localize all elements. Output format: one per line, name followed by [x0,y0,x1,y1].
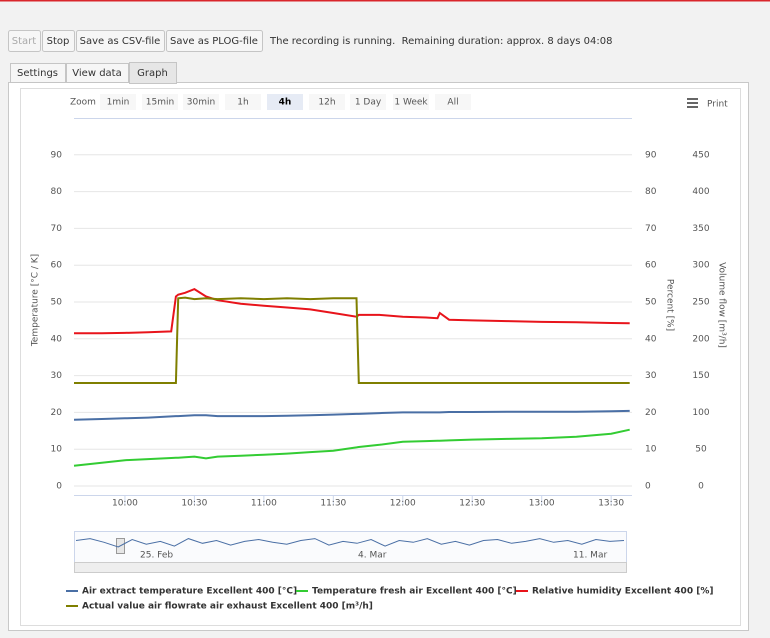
y-tick-label: 10 [51,445,63,455]
zoom-button[interactable] [183,94,219,110]
navigator-label: 4. Mar [358,551,387,561]
zoom-button-label[interactable]: 12h [318,98,335,108]
icon-bar [687,98,698,100]
y-tick-label: 20 [51,408,63,418]
y-tick-label: 60 [51,261,63,271]
legend-label[interactable]: Air extract temperature Excellent 400 [°… [82,587,297,597]
tab-label[interactable]: View data [72,68,121,79]
x-tick-label: 10:30 [181,499,207,509]
navigator-label: 11. Mar [573,551,607,561]
y3-tick-label: 250 [692,298,709,308]
tab-label[interactable]: Settings [17,68,58,79]
y2-tick-label: 70 [645,224,657,234]
button-label[interactable]: Start [12,36,37,47]
y-tick-label: 30 [51,371,63,381]
y2-tick-label: 10 [645,445,657,455]
y3-tick-label: 150 [692,371,709,381]
zoom-button[interactable] [142,94,178,110]
zoom-selected[interactable] [267,94,303,110]
y-tick-label: 90 [51,150,63,160]
zoom-label: Zoom [70,98,96,108]
icon-bar [687,102,698,104]
button[interactable] [76,30,165,52]
legend-label[interactable]: Actual value air flowrate air exhaust Ex… [82,602,373,612]
y3-tick-label: 200 [692,334,709,344]
zoom-button[interactable] [225,94,261,110]
y-tick-label: 0 [56,482,62,492]
zoom-button-label[interactable]: 15min [146,98,174,108]
series-line [73,409,630,421]
zoom-button[interactable] [350,94,386,110]
y-tick-label: 40 [51,334,63,344]
series-line [73,428,630,467]
zoom-button-label[interactable]: 1 Day [355,98,382,108]
x-tick-label: 13:30 [598,499,624,509]
status-text: The recording is running. Remaining dura… [269,36,613,47]
y3-tick-label: 300 [692,261,709,271]
y-tick-label: 50 [51,298,63,308]
zoom-button[interactable] [393,94,429,110]
scrollbar[interactable] [74,562,627,573]
navigator-label: 25. Feb [140,551,173,561]
print-label[interactable]: Print [707,100,728,110]
x-tick-label: 12:30 [459,499,485,509]
y-axis-title: Temperature [°C / K] [31,254,41,347]
button[interactable] [8,30,41,52]
y2-tick-label: 30 [645,371,657,381]
x-tick-label: 13:00 [529,499,555,509]
y-tick-label: 70 [51,224,63,234]
y3-axis-title: Volume flow [m³/h] [717,262,727,348]
button[interactable] [166,30,263,52]
zoom-button-label[interactable]: 4h [279,98,292,108]
y2-tick-label: 50 [645,298,657,308]
y2-axis-title: Percent [%] [665,279,675,331]
x-tick-label: 11:30 [320,499,346,509]
y3-tick-label: 400 [692,187,709,197]
x-tick-label: 12:00 [390,499,416,509]
button[interactable] [42,30,75,52]
button-label[interactable]: Save as CSV-file [80,36,161,47]
zoom-button-label[interactable]: All [447,98,458,108]
tab[interactable] [10,63,66,83]
y3-tick-label: 50 [695,445,707,455]
x-tick-label: 10:00 [112,499,138,509]
zoom-button[interactable] [100,94,136,110]
y2-tick-label: 60 [645,261,657,271]
y3-tick-label: 0 [698,482,704,492]
y2-tick-label: 90 [645,150,657,160]
zoom-button-label[interactable]: 1h [237,98,248,108]
y-tick-label: 80 [51,187,63,197]
button-label[interactable]: Save as PLOG-file [170,36,258,47]
y3-tick-label: 450 [692,150,709,160]
zoom-button-label[interactable]: 30min [187,98,215,108]
series-line [74,287,630,335]
navigator-line [75,538,625,548]
zoom-button-label[interactable]: 1 Week [394,98,428,108]
y2-tick-label: 0 [645,482,651,492]
print-icon[interactable] [687,98,698,108]
tab[interactable] [66,63,129,83]
y2-tick-label: 80 [645,187,657,197]
legend-label[interactable]: Temperature fresh air Excellent 400 [°C] [312,587,517,597]
tab[interactable] [129,62,177,84]
y3-tick-label: 350 [692,224,709,234]
legend-label[interactable]: Relative humidity Excellent 400 [%] [532,587,713,597]
navigator [74,531,627,563]
zoom-button[interactable] [435,94,471,110]
button-label[interactable]: Stop [47,36,70,47]
zoom-button-label[interactable]: 1min [107,98,130,108]
y2-tick-label: 40 [645,334,657,344]
series-line [74,296,630,384]
y3-tick-label: 100 [692,408,709,418]
tab-label[interactable]: Graph [137,68,168,79]
zoom-button[interactable] [309,94,345,110]
icon-bar [687,106,698,108]
x-tick-label: 11:00 [251,499,277,509]
y2-tick-label: 20 [645,408,657,418]
